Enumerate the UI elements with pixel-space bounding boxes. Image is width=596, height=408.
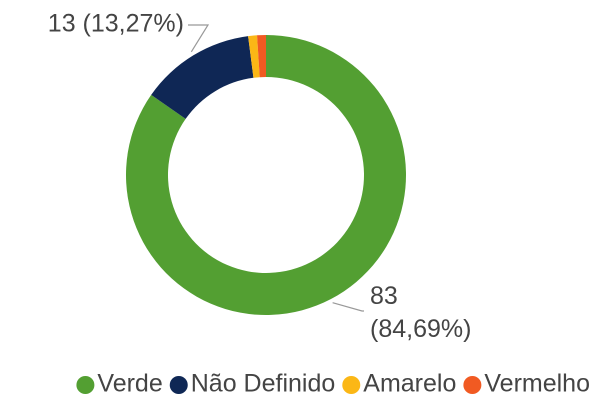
donut-slice <box>125 35 406 316</box>
donut-slice <box>257 35 266 78</box>
legend-label: Amarelo <box>363 370 456 398</box>
data-label-line: 83 <box>370 282 398 310</box>
legend-swatch <box>76 376 95 394</box>
data-label: 83 (84,69%) <box>370 282 471 343</box>
legend-swatch <box>463 376 482 394</box>
donut-slice <box>151 36 254 119</box>
data-label: 13 (13,27%) <box>48 10 184 38</box>
legend-label: Vermelho <box>484 370 590 398</box>
donut-slice <box>248 35 260 78</box>
legend-swatch <box>169 376 188 394</box>
leader-line <box>332 302 364 312</box>
legend-label: Não Definido <box>191 370 336 398</box>
leader-line <box>188 24 210 53</box>
data-label-line: (84,69%) <box>370 315 471 343</box>
legend-swatch <box>342 376 361 394</box>
legend-label: Verde <box>97 370 162 398</box>
